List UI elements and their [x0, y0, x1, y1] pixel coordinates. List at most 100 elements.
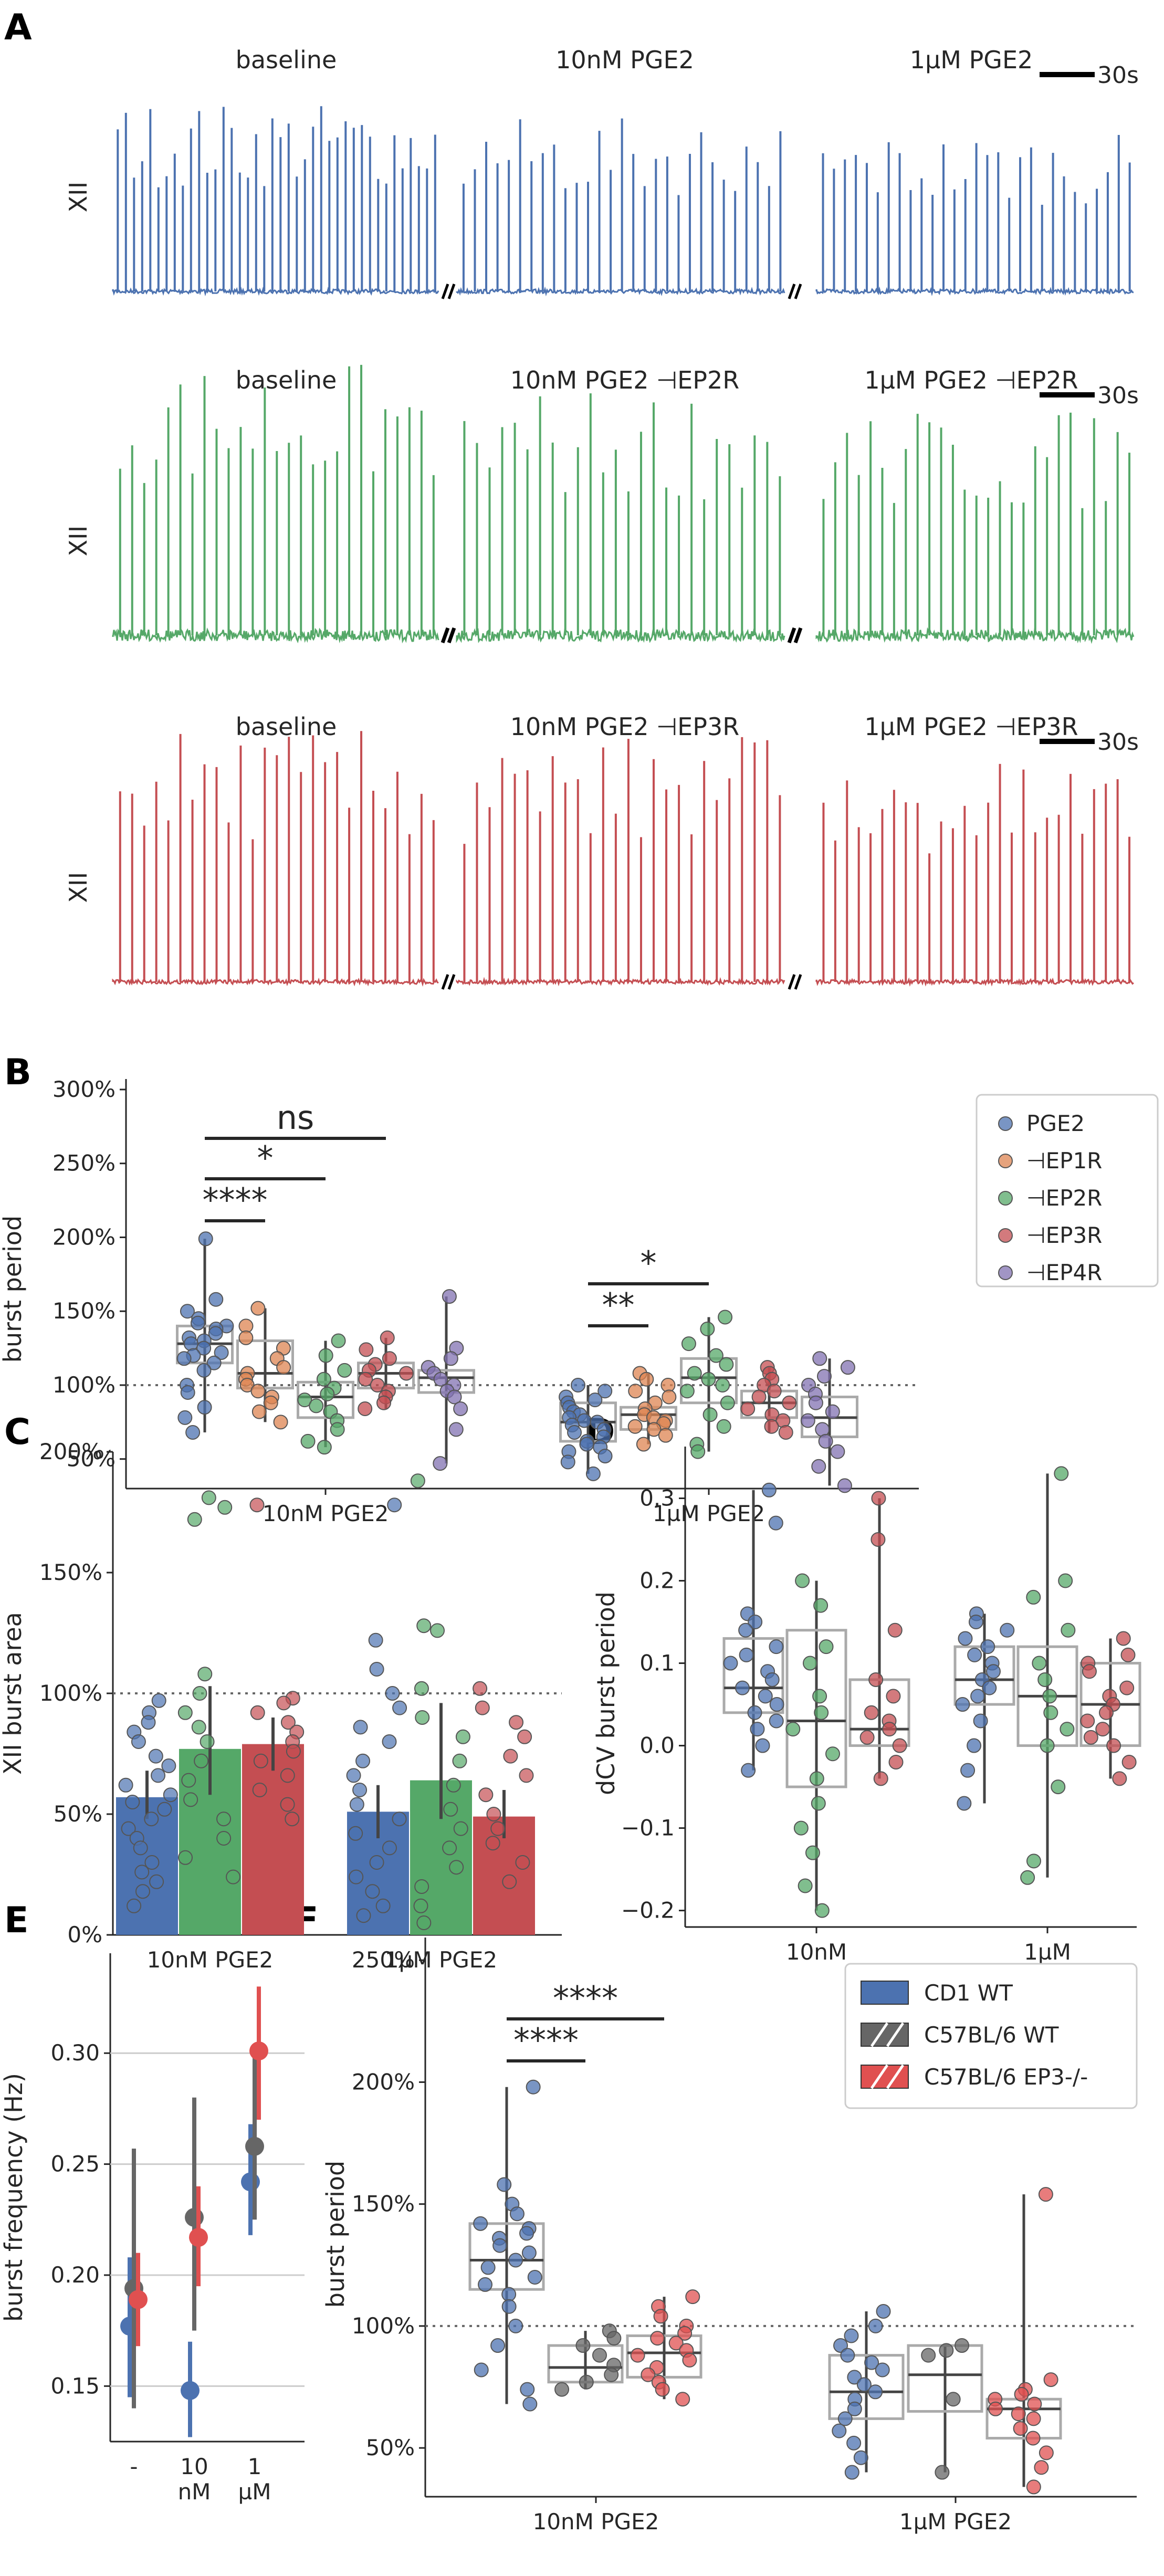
data-point — [337, 1363, 352, 1378]
data-point — [868, 1672, 884, 1687]
data-point — [597, 1449, 613, 1464]
y-tick-label: 0.1 — [639, 1650, 675, 1676]
data-point — [653, 2309, 668, 2324]
data-point — [359, 1342, 374, 1357]
y-tick-label: 50% — [54, 1801, 102, 1827]
data-point — [675, 2392, 690, 2407]
legend-label: C57BL/6 EP3-/- — [924, 2064, 1088, 2090]
x-tick-label: - — [130, 2454, 138, 2479]
data-point — [579, 2374, 594, 2390]
y-tick-label: 0.15 — [50, 2373, 100, 2399]
data-point — [249, 1498, 265, 1513]
data-point — [875, 2362, 890, 2378]
data-point — [1043, 2372, 1058, 2387]
data-point — [480, 2260, 496, 2275]
y-tick-label: 200% — [39, 1439, 102, 1464]
data-point — [198, 1231, 213, 1247]
data-point — [177, 1410, 193, 1425]
data-point — [814, 1903, 830, 1918]
data-point — [216, 1811, 232, 1827]
data-point — [946, 2392, 961, 2407]
data-point — [216, 1831, 232, 1846]
data-point — [192, 1686, 207, 1701]
data-point — [187, 1512, 202, 1527]
axis-break — [441, 284, 456, 299]
data-point — [163, 1787, 178, 1803]
data-point — [970, 1689, 985, 1704]
data-point — [811, 1796, 826, 1811]
legend-label: ⊣EP3R — [1026, 1222, 1102, 1248]
data-point — [856, 2377, 872, 2392]
data-point — [1020, 1870, 1035, 1885]
data-point — [1051, 1779, 1066, 1795]
y-tick-label: 0.0 — [639, 1733, 675, 1758]
x-tick-label: 10nM PGE2 — [263, 1501, 389, 1526]
data-point — [474, 2362, 489, 2378]
significance-label: ** — [602, 1286, 635, 1324]
data-point — [455, 1729, 470, 1744]
data-point — [473, 2216, 488, 2231]
data-point — [414, 1681, 429, 1696]
data-point — [958, 1631, 973, 1646]
data-point — [832, 2423, 847, 2438]
data-point — [1121, 1754, 1137, 1769]
data-point — [793, 1820, 809, 1836]
x-tick-label: 1 — [248, 2454, 262, 2479]
data-point — [575, 2338, 591, 2353]
data-point — [812, 1351, 827, 1366]
data-point — [567, 1425, 582, 1440]
data-point — [316, 1371, 331, 1387]
axis-break — [441, 974, 456, 990]
data-point — [369, 1662, 384, 1677]
y-tick-label: −0.1 — [621, 1815, 675, 1841]
data-point — [1000, 1622, 1015, 1638]
significance-label: * — [257, 1139, 274, 1177]
data-point — [522, 2396, 538, 2412]
data-point — [767, 1384, 782, 1399]
data-point — [816, 1369, 832, 1384]
data-point — [795, 1573, 810, 1588]
data-point — [280, 1715, 296, 1730]
trace-noise — [456, 286, 785, 297]
data-point — [887, 1622, 903, 1638]
legend-marker — [998, 1265, 1013, 1280]
data-point — [1112, 1771, 1127, 1786]
data-point — [758, 1689, 773, 1704]
data-point — [750, 1722, 765, 1737]
data-point — [133, 1840, 148, 1856]
data-point — [739, 1647, 754, 1662]
data-point — [585, 1466, 601, 1481]
data-point — [183, 1336, 198, 1352]
data-point — [955, 1697, 970, 1712]
legend-label: ⊣EP4R — [1026, 1260, 1102, 1285]
data-point — [1060, 1722, 1075, 1737]
trace-noise — [456, 977, 785, 987]
data-point — [871, 1532, 886, 1547]
data-point — [844, 2328, 859, 2343]
data-point — [190, 1315, 205, 1331]
data-point — [740, 1401, 756, 1416]
legend-box — [844, 1963, 1138, 2109]
data-point — [300, 1433, 316, 1449]
data-point — [935, 2465, 950, 2480]
axis-break — [441, 627, 456, 644]
data-point — [125, 1795, 140, 1809]
data-point — [939, 2343, 954, 2358]
data-point — [853, 2450, 868, 2465]
trace-noise — [112, 977, 439, 987]
y-axis-label: XII burst area — [0, 1612, 27, 1775]
data-point — [825, 1404, 840, 1419]
data-point — [280, 1768, 295, 1783]
data-point — [501, 2299, 517, 2314]
significance-label: ns — [277, 1098, 314, 1137]
data-point — [447, 1389, 462, 1405]
data-point — [646, 1422, 662, 1437]
data-point — [812, 1689, 827, 1704]
data-point — [864, 2355, 879, 2370]
y-tick-label: 150% — [53, 1298, 116, 1324]
legend-marker — [998, 1116, 1013, 1131]
data-point — [355, 1753, 371, 1768]
data-point — [844, 2465, 859, 2480]
data-point — [452, 1753, 467, 1768]
data-point — [1026, 1854, 1041, 1869]
